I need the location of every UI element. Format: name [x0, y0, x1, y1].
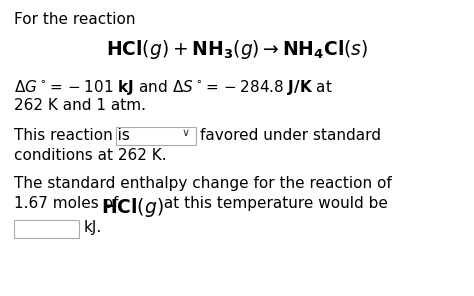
- FancyBboxPatch shape: [116, 127, 196, 145]
- Text: favored under standard: favored under standard: [200, 128, 381, 143]
- Text: at this temperature would be: at this temperature would be: [159, 196, 388, 211]
- Text: $\Delta G^\circ\! = -101\ \mathbf{kJ}\ \mathrm{and}\ \Delta S^\circ\! = -284.8\ : $\Delta G^\circ\! = -101\ \mathbf{kJ}\ \…: [14, 78, 333, 97]
- Text: $\mathbf{HCl}(\mathit{g})$: $\mathbf{HCl}(\mathit{g})$: [101, 196, 164, 219]
- Text: 1.67 moles of: 1.67 moles of: [14, 196, 123, 211]
- Text: For the reaction: For the reaction: [14, 12, 136, 27]
- Text: kJ.: kJ.: [84, 220, 102, 235]
- Text: $\mathbf{HCl}(\mathit{g}) + \mathbf{NH_3}(\mathit{g}) \rightarrow \mathbf{NH_4Cl: $\mathbf{HCl}(\mathit{g}) + \mathbf{NH_3…: [106, 38, 368, 61]
- Text: conditions at 262 K.: conditions at 262 K.: [14, 148, 167, 163]
- FancyBboxPatch shape: [14, 220, 79, 238]
- Text: The standard enthalpy change for the reaction of: The standard enthalpy change for the rea…: [14, 176, 392, 191]
- Text: This reaction is: This reaction is: [14, 128, 130, 143]
- Text: 262 K and 1 atm.: 262 K and 1 atm.: [14, 98, 146, 113]
- Text: ∨: ∨: [182, 128, 190, 138]
